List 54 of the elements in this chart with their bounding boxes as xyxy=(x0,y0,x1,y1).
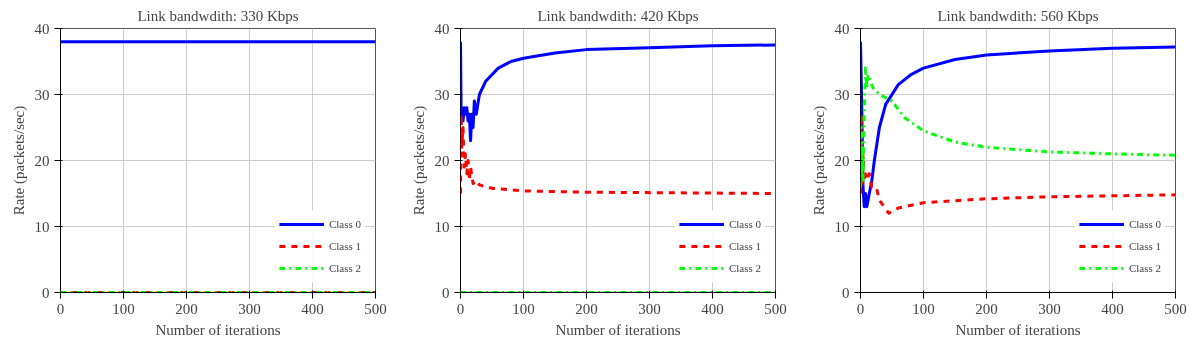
x-tick-label: 0 xyxy=(856,300,865,317)
x-axis-title: Number of iterations xyxy=(555,321,681,338)
legend-label: Class 0 xyxy=(1128,217,1161,231)
chart-title: Link bandwdith: 330 Kbps xyxy=(137,7,299,24)
y-tick-label: 20 xyxy=(34,152,50,169)
legend-label: Class 2 xyxy=(728,261,761,275)
x-axis-title: Number of iterations xyxy=(155,321,281,338)
x-tick-label: 100 xyxy=(512,300,535,317)
legend-label: Class 1 xyxy=(728,239,761,253)
y-tick-label: 10 xyxy=(434,218,450,235)
x-tick-label: 400 xyxy=(1101,300,1124,317)
x-tick-label: 500 xyxy=(364,300,387,317)
y-axis-title: Rate (packets/sec) xyxy=(410,105,428,216)
legend-label: Class 1 xyxy=(328,239,361,253)
legend-label: Class 2 xyxy=(328,261,361,275)
line-series xyxy=(460,40,776,143)
x-tick-label: 500 xyxy=(1164,300,1187,317)
x-tick-label: 500 xyxy=(764,300,787,317)
chart-title: Link bandwdith: 420 Kbps xyxy=(537,7,699,24)
x-tick-label: 400 xyxy=(701,300,724,317)
x-tick-label: 200 xyxy=(575,300,598,317)
x-tick-label: 0 xyxy=(56,300,65,317)
y-tick-label: 30 xyxy=(834,86,850,103)
x-tick-label: 400 xyxy=(301,300,324,317)
y-tick-label: 0 xyxy=(842,284,850,301)
y-tick-label: 30 xyxy=(34,86,50,103)
y-tick-label: 40 xyxy=(834,20,850,37)
y-tick-label: 40 xyxy=(434,20,450,37)
y-tick-label: 0 xyxy=(42,284,50,301)
legend-label: Class 1 xyxy=(1128,239,1161,253)
y-tick-label: 40 xyxy=(34,20,50,37)
x-tick-label: 300 xyxy=(638,300,661,317)
x-tick-label: 300 xyxy=(1038,300,1061,317)
y-tick-label: 10 xyxy=(34,218,50,235)
x-tick-label: 300 xyxy=(238,300,261,317)
y-tick-label: 0 xyxy=(442,284,450,301)
line-series xyxy=(860,66,1176,189)
legend-label: Class 0 xyxy=(328,217,361,231)
x-tick-label: 200 xyxy=(175,300,198,317)
line-series xyxy=(860,112,1176,215)
x-tick-label: 0 xyxy=(456,300,465,317)
y-tick-label: 10 xyxy=(834,218,850,235)
x-axis-title: Number of iterations xyxy=(955,321,1081,338)
y-tick-label: 20 xyxy=(834,152,850,169)
y-axis-title: Rate (packets/sec) xyxy=(810,105,828,216)
x-tick-label: 100 xyxy=(912,300,935,317)
y-axis-title: Rate (packets/sec) xyxy=(10,105,28,216)
x-tick-label: 200 xyxy=(975,300,998,317)
legend-label: Class 0 xyxy=(728,217,761,231)
legend-label: Class 2 xyxy=(1128,261,1161,275)
chart-title: Link bandwdith: 560 Kbps xyxy=(937,7,1099,24)
x-tick-label: 100 xyxy=(112,300,135,317)
y-tick-label: 30 xyxy=(434,86,450,103)
y-tick-label: 20 xyxy=(434,152,450,169)
